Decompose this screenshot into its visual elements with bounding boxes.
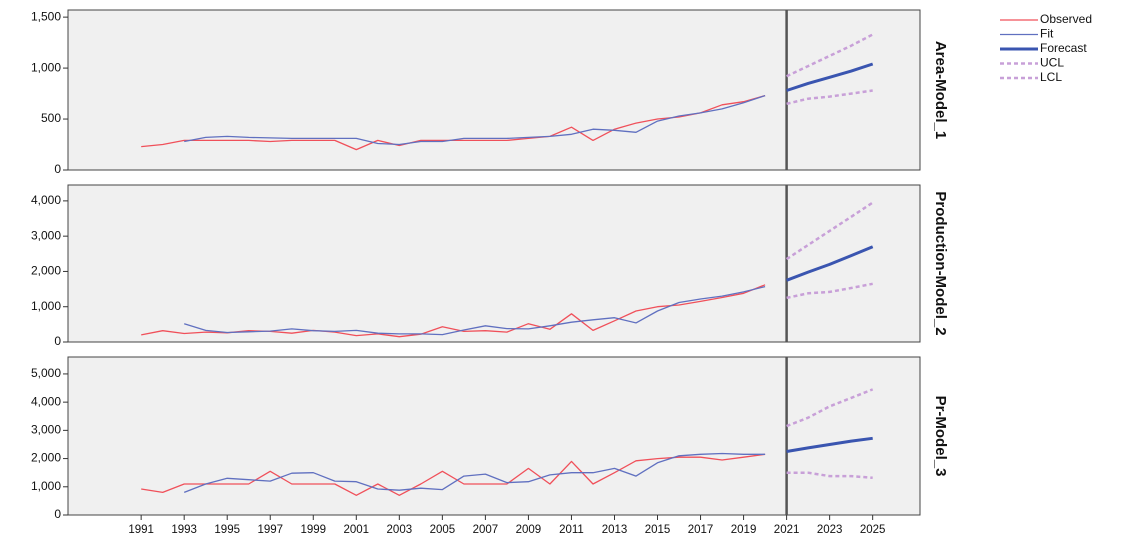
x-tick-label: 2023 [817,524,843,536]
y-tick-label: 0 [54,162,61,176]
legend-label: Fit [1040,27,1054,41]
series-line [184,94,766,146]
y-tick-label: 4,000 [31,193,61,207]
legend-label: UCL [1040,56,1064,70]
x-tick-label: 2019 [731,524,757,536]
series-line [786,282,873,300]
series-line [786,89,873,106]
x-tick-label: 1991 [128,524,154,536]
x-tick-label: 2003 [387,524,413,536]
x-tick-label: 2025 [860,524,886,536]
x-tick-label: 1997 [257,524,283,536]
series-line [141,284,766,338]
x-tick-label: 2015 [645,524,671,536]
legend-label: LCL [1040,70,1062,84]
series-line [141,453,766,496]
series-line [786,245,874,282]
y-tick-label: 2,000 [31,264,61,278]
panel-title: Pr-Model_3 [932,396,949,477]
x-tick-label: 1995 [214,524,240,536]
y-tick-label: 5,000 [31,366,61,380]
y-tick-label: 1,000 [31,60,61,74]
y-tick-label: 3,000 [31,423,61,437]
x-tick-label: 2011 [559,524,584,536]
legend-label: Observed [1040,12,1092,26]
series-line [183,452,766,494]
x-tick-label: 2017 [688,524,714,536]
series-line [786,471,873,480]
panel-title: Area-Model_1 [932,41,949,139]
x-tick-label: 1993 [171,524,197,536]
series-line [786,388,874,428]
plot-area [67,356,921,516]
series-line [786,62,874,92]
y-tick-label: 1,000 [31,479,61,493]
series-line [786,436,873,453]
y-tick-label: 0 [54,507,61,521]
x-tick-label: 2021 [774,524,800,536]
legend-label: Forecast [1040,41,1087,55]
x-tick-label: 1999 [300,524,326,536]
panel-title: Production-Model_2 [932,191,949,335]
y-tick-label: 500 [41,111,61,125]
y-tick-label: 1,000 [31,299,61,313]
x-tick-label: 2013 [602,524,628,536]
y-tick-label: 0 [54,334,61,348]
x-tick-label: 2005 [430,524,456,536]
x-tick-label: 2007 [473,524,499,536]
plot-area [67,9,921,171]
y-tick-label: 1,500 [31,9,61,23]
x-tick-label: 2009 [516,524,542,536]
series-line [785,201,874,261]
plot-area [67,184,921,343]
y-tick-label: 4,000 [31,394,61,408]
x-tick-label: 2001 [344,524,370,536]
series-line [184,285,766,336]
series-line [786,33,874,78]
y-tick-label: 2,000 [31,451,61,465]
y-tick-label: 3,000 [31,228,61,242]
